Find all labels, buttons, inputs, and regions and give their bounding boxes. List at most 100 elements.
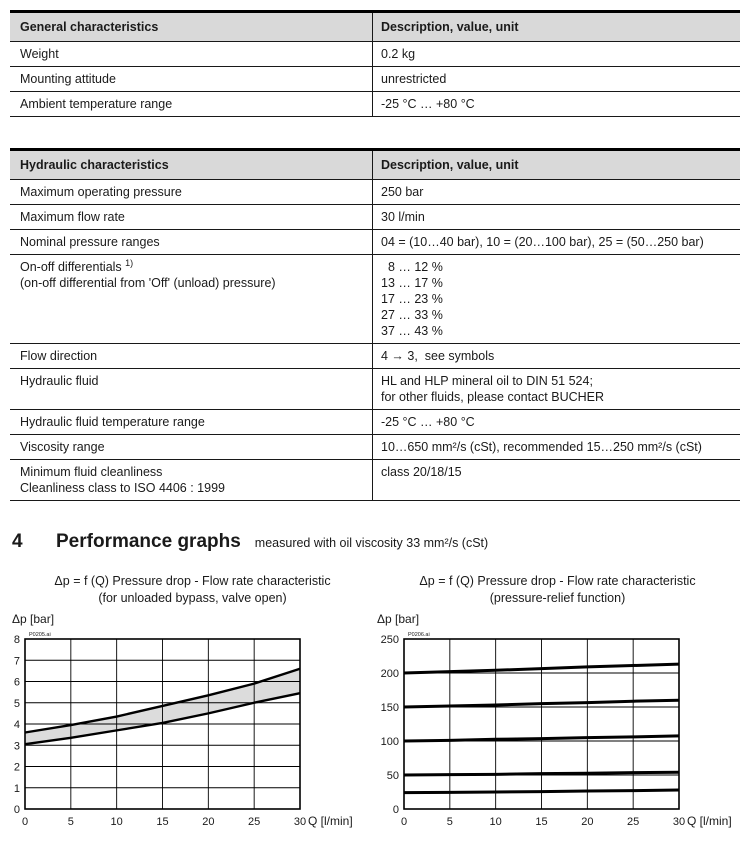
x-tick-label: 30 xyxy=(673,816,685,828)
series-curve-3 xyxy=(403,734,680,743)
table-row: Mounting attitude unrestricted xyxy=(10,67,740,92)
pressure-drop-chart-relief: Δp [bar] P0206.ai 0 50 100 150 200 250 0 5 10 15 20 2… xyxy=(377,612,732,828)
row-value: -25 °C … +80 °C xyxy=(381,97,475,111)
table-row: On-off differentials 1) (on-off differen… xyxy=(10,255,740,344)
table-header-label: Hydraulic characteristics xyxy=(10,151,373,179)
x-tick-label: 15 xyxy=(535,816,547,828)
series-curve-5 xyxy=(403,788,680,795)
row-label-line: Minimum fluid cleanliness xyxy=(20,465,163,479)
row-value: 4 → 3, see symbols xyxy=(381,349,495,363)
y-tick-label: 6 xyxy=(14,677,20,689)
series-lower-tolerance xyxy=(24,692,301,746)
row-value-line: 27 … 33 % xyxy=(381,308,443,322)
section-heading: 4 Performance graphs measured with oil v… xyxy=(12,531,740,553)
row-label-line: (on-off differential from 'Off' (unload)… xyxy=(20,276,276,290)
performance-graphs: Δp = f (Q) Pressure drop - Flow rate cha… xyxy=(10,573,740,833)
series-curve-2 xyxy=(403,698,680,709)
x-tick-label: 20 xyxy=(581,816,593,828)
row-label: Flow direction xyxy=(10,344,373,368)
y-tick-label: 8 xyxy=(14,634,20,646)
table-header-value: Description, value, unit xyxy=(381,20,519,34)
table-row: Ambient temperature range -25 °C … +80 °… xyxy=(10,92,740,117)
row-value-line: 17 … 23 % xyxy=(381,292,443,306)
chart-block-relief: Δp = f (Q) Pressure drop - Flow rate cha… xyxy=(375,573,740,833)
row-label: Weight xyxy=(10,42,373,66)
row-value: HL and HLP mineral oil to DIN 51 524; fo… xyxy=(373,369,740,409)
x-tick-label: 20 xyxy=(202,816,214,828)
series-curve-4 xyxy=(403,770,680,777)
row-value-line: 13 … 17 % xyxy=(381,276,443,290)
table-header-row: Hydraulic characteristics Description, v… xyxy=(10,151,740,180)
row-value: class 20/18/15 xyxy=(381,465,462,479)
y-tick-label: 4 xyxy=(14,719,20,731)
table-row: Nominal pressure ranges 04 = (10…40 bar)… xyxy=(10,230,740,255)
y-tick-label: 7 xyxy=(14,655,20,667)
y-tick-label: 2 xyxy=(14,762,20,774)
chart-title: Δp = f (Q) Pressure drop - Flow rate cha… xyxy=(10,573,375,607)
chart-title-line1: Δp = f (Q) Pressure drop - Flow rate cha… xyxy=(54,574,331,588)
row-value: 30 l/min xyxy=(381,210,425,224)
section-title: Performance graphs xyxy=(56,531,241,552)
table-row: Hydraulic fluid HL and HLP mineral oil t… xyxy=(10,369,740,410)
table-row: Viscosity range 10…650 mm²/s (cSt), reco… xyxy=(10,435,740,460)
table-header-row: General characteristics Description, val… xyxy=(10,13,740,42)
row-label-line: On-off differentials xyxy=(20,260,122,274)
x-axis-label: Q [l/min] xyxy=(308,814,353,828)
row-value: 0.2 kg xyxy=(381,47,416,61)
x-tick-label: 10 xyxy=(490,816,502,828)
footnote-marker: 1) xyxy=(125,257,134,268)
y-tick-label: 5 xyxy=(14,698,20,710)
table-header-value: Description, value, unit xyxy=(381,158,519,172)
row-label: Nominal pressure ranges xyxy=(10,230,373,254)
row-label-line: Cleanliness class to ISO 4406 : 1999 xyxy=(20,481,225,495)
row-value-line: HL and HLP mineral oil to DIN 51 524; xyxy=(381,374,593,388)
plot-frame xyxy=(403,638,680,810)
plot-file-label: P0206.ai xyxy=(408,632,430,638)
x-tick-label: 5 xyxy=(447,816,453,828)
pressure-drop-chart-bypass: Δp [bar] P0205.ai 0 1 2 3 4 5 6 7 8 0 5 10 15 20 25 30 Q [… xyxy=(12,612,353,828)
row-label: Ambient temperature range xyxy=(10,92,373,116)
series-curve-1 xyxy=(403,662,680,675)
x-tick-label: 25 xyxy=(248,816,260,828)
row-value: 10…650 mm²/s (cSt), recommended 15…250 m… xyxy=(381,440,702,454)
y-tick-label: 0 xyxy=(393,804,399,816)
row-value: -25 °C … +80 °C xyxy=(381,415,475,429)
section-number: 4 xyxy=(12,531,23,552)
table-row: Minimum fluid cleanliness Cleanliness cl… xyxy=(10,460,740,501)
chart-title-line2: (pressure-relief function) xyxy=(489,591,626,605)
table-row: Weight 0.2 kg xyxy=(10,42,740,67)
table-row: Hydraulic fluid temperature range -25 °C… xyxy=(10,410,740,435)
y-axis-label: Δp [bar] xyxy=(377,612,419,626)
y-tick-label: 200 xyxy=(381,668,399,680)
table-row: Maximum operating pressure 250 bar xyxy=(10,180,740,205)
x-tick-label: 15 xyxy=(156,816,168,828)
table-gap xyxy=(10,117,740,148)
row-value: 8 … 12 % 13 … 17 % 17 … 23 % 27 … 33 % 3… xyxy=(373,255,740,343)
y-tick-label: 0 xyxy=(14,804,20,816)
x-tick-label: 10 xyxy=(111,816,123,828)
row-value-line: 8 … 12 % xyxy=(381,260,443,274)
y-tick-label: 150 xyxy=(381,702,399,714)
row-label: Hydraulic fluid xyxy=(10,369,373,409)
table-row: Flow direction 4 → 3, see symbols xyxy=(10,344,740,369)
x-tick-label: 30 xyxy=(294,816,306,828)
x-tick-label: 25 xyxy=(627,816,639,828)
y-tick-label: 250 xyxy=(381,634,399,646)
x-tick-label: 0 xyxy=(401,816,407,828)
plot-file-label: P0205.ai xyxy=(29,632,51,638)
row-label: Viscosity range xyxy=(10,435,373,459)
row-label: Hydraulic fluid temperature range xyxy=(10,410,373,434)
row-value-line: for other fluids, please contact BUCHER xyxy=(381,390,605,404)
chart-title-line2: (for unloaded bypass, valve open) xyxy=(98,591,287,605)
row-label: Mounting attitude xyxy=(10,67,373,91)
y-tick-label: 50 xyxy=(387,770,399,782)
x-tick-label: 5 xyxy=(68,816,74,828)
y-tick-label: 3 xyxy=(14,740,20,752)
row-label: Minimum fluid cleanliness Cleanliness cl… xyxy=(10,460,373,500)
chart-block-bypass: Δp = f (Q) Pressure drop - Flow rate cha… xyxy=(10,573,375,833)
row-label: On-off differentials 1) (on-off differen… xyxy=(10,255,373,343)
x-tick-label: 0 xyxy=(22,816,28,828)
y-tick-label: 1 xyxy=(14,783,20,795)
series-upper-tolerance xyxy=(24,667,301,734)
